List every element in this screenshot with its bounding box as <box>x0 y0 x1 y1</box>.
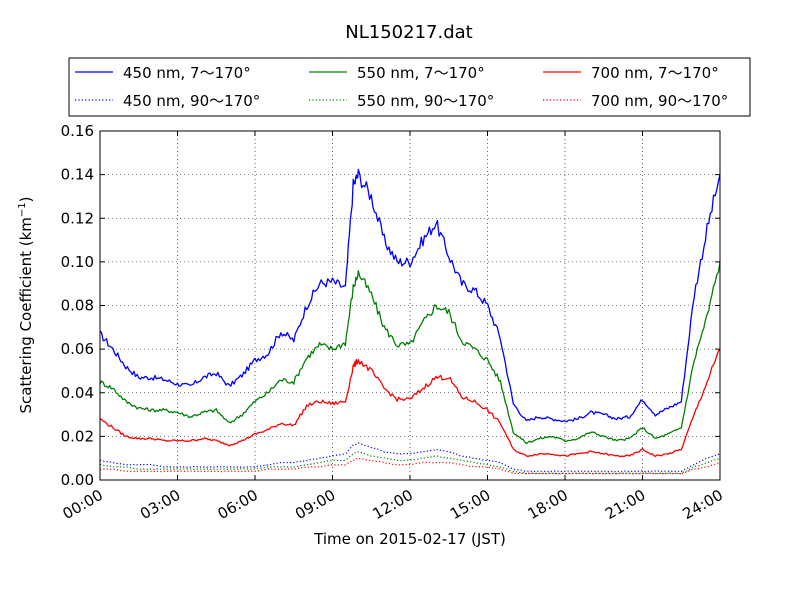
y-tick-label: 0.02 <box>61 427 94 445</box>
series-line <box>99 261 721 445</box>
y-axis-label-superscript: −1 <box>17 202 28 217</box>
series-line <box>100 348 721 458</box>
legend-label: 550 nm, 90～170° <box>357 92 494 110</box>
plot-series <box>99 168 721 475</box>
series-line <box>99 168 721 423</box>
y-tick-label: 0.00 <box>61 471 94 489</box>
y-tick-label: 0.08 <box>61 297 94 315</box>
legend-label: 700 nm, 90～170° <box>591 92 728 110</box>
legend: 450 nm, 7～170° 550 nm, 7～170° 700 nm, 7～17… <box>68 57 751 117</box>
y-axis-label-close: ) <box>17 196 35 202</box>
legend-label: 450 nm, 7～170° <box>123 64 251 82</box>
chart-title: NL150217.dat <box>345 22 472 43</box>
y-tick-label: 0.16 <box>61 122 94 140</box>
y-tick-label: 0.06 <box>61 340 94 358</box>
legend-box <box>68 57 751 117</box>
x-axis-label: Time on 2015-02-17 (JST) <box>313 530 506 548</box>
y-tick-label: 0.12 <box>61 209 94 227</box>
legend-label: 550 nm, 7～170° <box>357 64 485 82</box>
y-tick-label: 0.04 <box>61 384 94 402</box>
y-tick-label: 0.14 <box>61 166 94 184</box>
series-line <box>99 442 721 473</box>
y-axis-ticks: 0.00 0.02 0.04 0.06 0.08 0.10 0.12 0.14 0.16 <box>61 122 720 489</box>
legend-label: 450 nm, 90～170° <box>123 92 260 110</box>
legend-label: 700 nm, 7～170° <box>591 64 719 82</box>
y-tick-label: 0.10 <box>61 253 94 271</box>
y-axis-label: Scattering Coefficient (km−1) <box>17 196 35 413</box>
